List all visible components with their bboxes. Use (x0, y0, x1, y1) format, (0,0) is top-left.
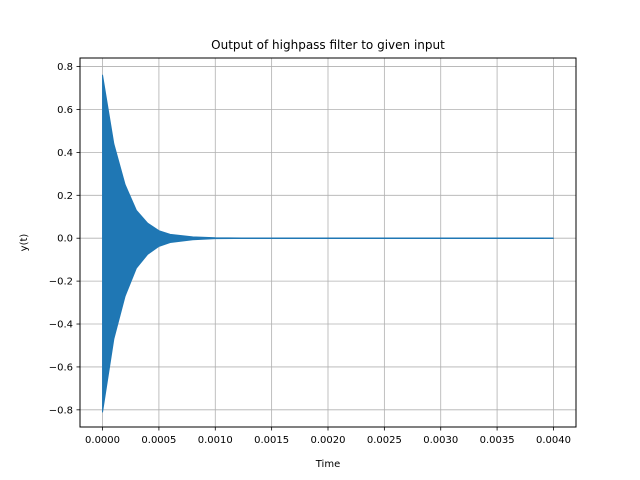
x-tick-label: 0.0005 (141, 435, 176, 446)
y-tick-label: 0.8 (57, 62, 73, 73)
x-tick-label: 0.0030 (423, 435, 458, 446)
x-axis-label: Time (315, 459, 340, 470)
y-tick-label: −0.2 (49, 277, 73, 288)
x-tick-label: 0.0035 (480, 435, 515, 446)
y-tick-label: −0.4 (49, 320, 73, 331)
y-tick-label: 0.2 (57, 191, 73, 202)
x-tick-label: 0.0025 (367, 435, 402, 446)
series-layer (102, 74, 554, 413)
y-tick-label: 0.4 (57, 148, 73, 159)
x-tick-label: 0.0020 (311, 435, 346, 446)
y-axis: −0.8 −0.6 −0.4 −0.2 0.0 0.2 0.4 0.6 0.8 (49, 62, 80, 416)
y-tick-label: 0.6 (57, 105, 73, 116)
x-tick-label: 0.0000 (85, 435, 120, 446)
chart-title: Output of highpass filter to given input (211, 38, 445, 52)
x-tick-label: 0.0040 (536, 435, 571, 446)
x-tick-label: 0.0010 (198, 435, 233, 446)
y-tick-label: −0.6 (49, 362, 73, 373)
y-tick-label: −0.8 (49, 405, 73, 416)
x-tick-label: 0.0015 (254, 435, 289, 446)
y-axis-label: y(t) (19, 234, 30, 252)
y-tick-label: 0.0 (57, 234, 73, 245)
x-axis: 0.0000 0.0005 0.0010 0.0015 0.0020 0.0025 0.00… (85, 427, 571, 446)
